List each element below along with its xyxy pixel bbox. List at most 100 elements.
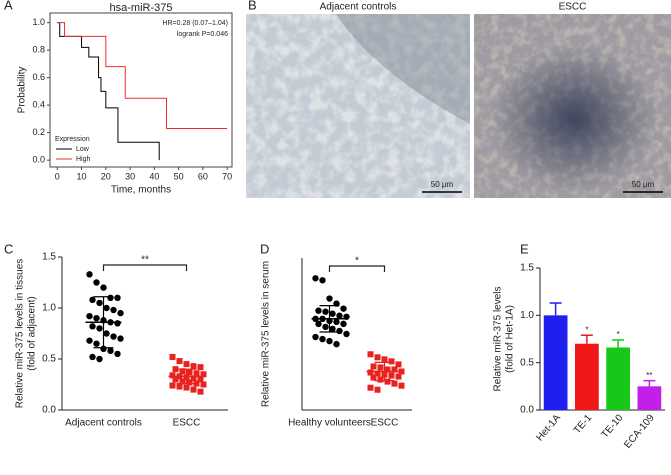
bar: [637, 386, 662, 410]
significance-bracket: [102, 264, 188, 271]
y-tick-label: 0.8: [32, 45, 45, 55]
data-point: [172, 366, 179, 373]
bar: [543, 315, 568, 410]
data-point: [340, 305, 347, 312]
x-tick-label: 0: [55, 171, 60, 181]
data-point: [89, 353, 96, 361]
data-point: [197, 388, 204, 395]
significance-bracket: [328, 265, 386, 272]
y-tick-label: 1.0: [520, 310, 534, 321]
data-point: [319, 335, 326, 343]
significance: **: [646, 371, 652, 380]
data-point: [340, 320, 347, 328]
x-tick-label: 30: [125, 171, 135, 181]
x-tick-label: Adjacent controls: [65, 418, 142, 429]
data-point: [381, 356, 388, 363]
data-point: [391, 380, 398, 387]
data-point: [190, 386, 197, 393]
data-point: [315, 307, 322, 314]
data-point: [93, 315, 100, 322]
y-tick-label: 1.5: [520, 263, 534, 274]
x-tick-label: TE-1: [572, 412, 595, 436]
data-point: [96, 355, 103, 363]
data-point: [197, 376, 204, 383]
y-tick-label: 1.5: [42, 252, 56, 263]
y-tick-label: 1.0: [42, 303, 56, 314]
data-point: [172, 376, 179, 383]
y-tick-label: 0.2: [32, 127, 45, 137]
data-point: [384, 366, 391, 373]
data-point: [200, 371, 207, 378]
data-point: [315, 320, 322, 328]
panel-label: D: [260, 241, 269, 256]
data-point: [388, 372, 395, 379]
data-point: [395, 373, 402, 380]
x-tick-label: ESCC: [371, 418, 399, 429]
chart-title: hsa-miR-375: [110, 2, 173, 14]
y-tick-label: 0.0: [32, 155, 45, 165]
data-point: [89, 296, 96, 304]
panel-label: E: [520, 241, 529, 256]
data-point: [377, 376, 384, 383]
data-point: [374, 386, 381, 393]
y-tick-label: 0.5: [520, 357, 534, 368]
data-point: [117, 335, 124, 342]
data-point: [183, 361, 190, 368]
plot-frame: [49, 12, 233, 168]
y-tick-label: 0.5: [42, 354, 56, 365]
data-point: [117, 309, 124, 317]
panel-label: C: [4, 241, 13, 256]
data-point: [336, 312, 343, 319]
x-tick-label: Healthy volunteers: [288, 418, 371, 429]
data-point: [86, 312, 93, 320]
x-tick-label: TE-10: [600, 412, 626, 440]
data-point: [312, 333, 319, 341]
data-point: [89, 323, 96, 330]
bar: [575, 343, 599, 410]
y-axis-label: Relative miR-375 levels: [493, 286, 504, 391]
x-tick-label: Het-1A: [535, 412, 564, 443]
data-point: [388, 358, 395, 365]
data-point: [179, 368, 186, 375]
data-point: [179, 378, 186, 385]
data-point: [329, 325, 336, 333]
data-point: [336, 327, 343, 335]
panel-label: A: [4, 0, 13, 12]
survival-line: [57, 22, 228, 129]
data-point: [110, 333, 117, 340]
significance: *: [585, 325, 588, 334]
data-point: [86, 271, 93, 278]
annotation: logrank P=0.046: [177, 31, 228, 38]
y-tick-label: 0.0: [520, 405, 534, 416]
x-axis-label: Time, months: [111, 185, 171, 196]
x-tick-label: 60: [198, 171, 208, 181]
significance: *: [617, 330, 620, 339]
data-point: [322, 308, 329, 315]
data-point: [333, 340, 340, 348]
data-point: [326, 295, 333, 302]
y-axis-label: Relative miR-375 levels in serum: [261, 261, 272, 407]
data-point: [183, 384, 190, 391]
y-tick-label: 0.4: [32, 100, 45, 110]
data-point: [107, 347, 114, 355]
data-point: [312, 275, 319, 282]
data-point: [96, 325, 103, 332]
data-point: [367, 369, 374, 376]
data-point: [367, 384, 374, 391]
data-point: [329, 310, 336, 317]
data-point: [169, 353, 176, 360]
x-tick-label: ESCC: [173, 418, 201, 429]
data-point: [377, 364, 384, 371]
data-point: [343, 330, 350, 338]
data-point: [398, 382, 405, 389]
data-point: [319, 277, 326, 284]
data-point: [114, 350, 121, 358]
data-point: [384, 378, 391, 385]
data-point: [86, 337, 93, 344]
data-point: [169, 372, 176, 379]
y-tick-label: 0.0: [42, 405, 56, 416]
data-point: [200, 381, 207, 388]
data-point: [322, 323, 329, 331]
y-axis-label: (fold of adjacent): [27, 296, 38, 371]
